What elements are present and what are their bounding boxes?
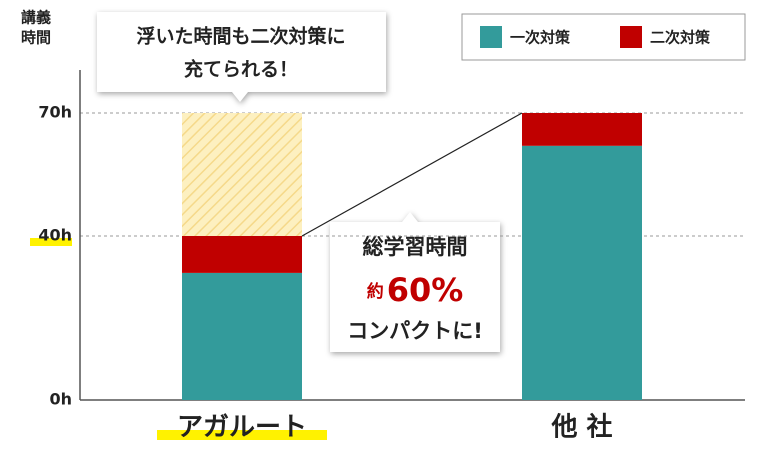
callout-emphasis: 約60% [367,271,464,309]
bar-segment [182,272,302,400]
callout-box [97,12,386,102]
y-tick-label: 40h [38,226,72,245]
y-axis-label: 講義 [21,9,51,27]
callout-percent: 60% [387,271,464,309]
callout-box [330,212,500,352]
freed-segment [182,113,302,236]
bar-segment [522,113,642,146]
y-axis-label: 時間 [21,29,51,47]
callout-text: 充てられる！ [184,58,298,81]
connector [301,112,523,237]
legend-label: 二次対策 [650,29,711,47]
callout-text: コンパクトに! [347,319,483,343]
bar-segment [182,236,302,273]
callout-text: 総学習時間 [363,235,468,259]
y-tick-label: 0h [49,390,72,409]
y-tick-label: 70h [38,103,72,122]
legend-box [461,13,746,61]
label-highlight [157,430,327,440]
legend-label: 一次対策 [510,29,571,47]
tick-highlight [30,238,72,246]
callout-text: 浮いた時間も二次対策に [136,25,345,48]
legend-swatch [620,26,642,48]
x-tick-label: アガルート [177,413,307,443]
callout-prefix: 約 [367,281,384,302]
bar-segment [522,145,642,400]
legend-swatch [480,26,502,48]
x-tick-label: 他 社 [550,412,612,443]
